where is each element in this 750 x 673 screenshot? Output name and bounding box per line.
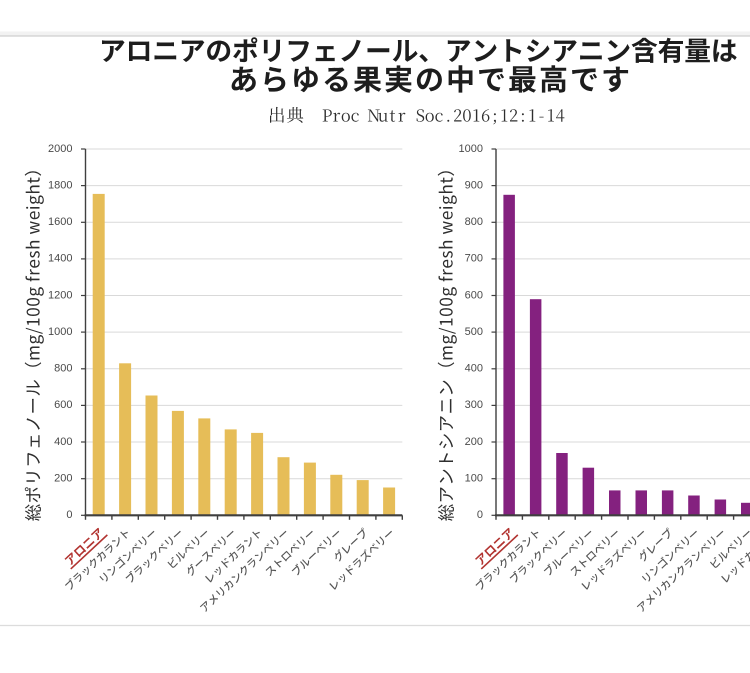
- svg-text:500: 500: [465, 326, 483, 338]
- svg-text:1600: 1600: [48, 216, 72, 228]
- svg-text:0: 0: [477, 509, 483, 521]
- svg-text:600: 600: [465, 289, 483, 301]
- svg-text:1800: 1800: [48, 179, 72, 191]
- svg-text:100: 100: [465, 473, 483, 485]
- svg-text:600: 600: [54, 399, 72, 411]
- svg-text:200: 200: [465, 436, 483, 448]
- svg-text:300: 300: [465, 399, 483, 411]
- svg-text:1400: 1400: [48, 253, 72, 265]
- svg-text:0: 0: [66, 509, 72, 521]
- svg-text:1000: 1000: [459, 143, 483, 155]
- svg-text:2000: 2000: [48, 143, 72, 155]
- svg-text:400: 400: [54, 436, 72, 448]
- svg-text:800: 800: [54, 363, 72, 375]
- svg-text:400: 400: [465, 363, 483, 375]
- svg-text:1200: 1200: [48, 289, 72, 301]
- svg-text:1000: 1000: [48, 326, 72, 338]
- svg-text:700: 700: [465, 253, 483, 265]
- svg-text:800: 800: [465, 216, 483, 228]
- svg-text:200: 200: [54, 473, 72, 485]
- svg-text:900: 900: [465, 179, 483, 191]
